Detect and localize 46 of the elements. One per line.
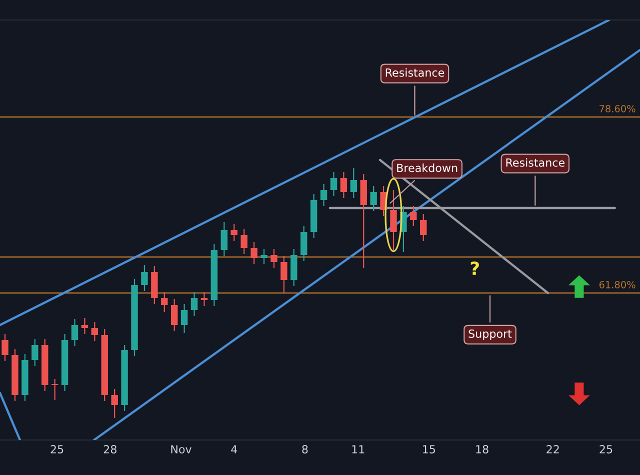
annotation: 78.60% [600, 104, 636, 112]
annotation: 61.80% [599, 280, 636, 288]
x-tick-label: 25 [50, 445, 64, 454]
x-tick-label: 25 [600, 445, 612, 454]
candlestick [300, 225, 308, 262]
candlestick [81, 317, 88, 335]
candlestick [161, 291, 168, 313]
candlestick [330, 171, 338, 197]
candlestick [180, 303, 188, 334]
candlestick [390, 189, 397, 251]
candlestick [270, 248, 278, 269]
candlestick [420, 213, 427, 242]
candlestick [71, 318, 78, 347]
candlestick [410, 205, 417, 227]
annotation: Breakdown [397, 164, 458, 172]
x-tick-label: 15 [423, 445, 436, 454]
candlestick [200, 291, 208, 307]
candlestick [220, 221, 228, 257]
candlestick [370, 185, 377, 212]
candlestick [170, 298, 178, 332]
candlestick [111, 388, 118, 419]
candlestick [240, 228, 248, 255]
x-tick-label: 22 [546, 445, 559, 454]
candlestick [350, 167, 358, 199]
x-tick-label: 28 [104, 445, 116, 454]
annotation: ? [470, 261, 479, 275]
candlestick [190, 291, 198, 317]
annotation: Resistance [386, 68, 444, 77]
annotation: Resistance [506, 158, 565, 167]
x-tick-label: 18 [476, 445, 488, 454]
x-tick-label: 11 [352, 445, 364, 454]
candlestick [340, 171, 348, 199]
x-tick-label: 4 [231, 445, 238, 454]
candlestick [51, 378, 58, 401]
candlestick [141, 264, 148, 292]
x-tick-label: 8 [302, 445, 308, 454]
candlestick [230, 223, 238, 242]
x-tick-label: Nov [171, 445, 192, 454]
candlestick [250, 241, 258, 265]
annotation: Support [468, 329, 512, 340]
candlestick [280, 255, 288, 294]
candlestick [320, 183, 328, 207]
candlestick [2, 333, 8, 362]
candlestick [91, 321, 98, 342]
candlestick [32, 338, 38, 367]
candlestick [260, 248, 268, 265]
